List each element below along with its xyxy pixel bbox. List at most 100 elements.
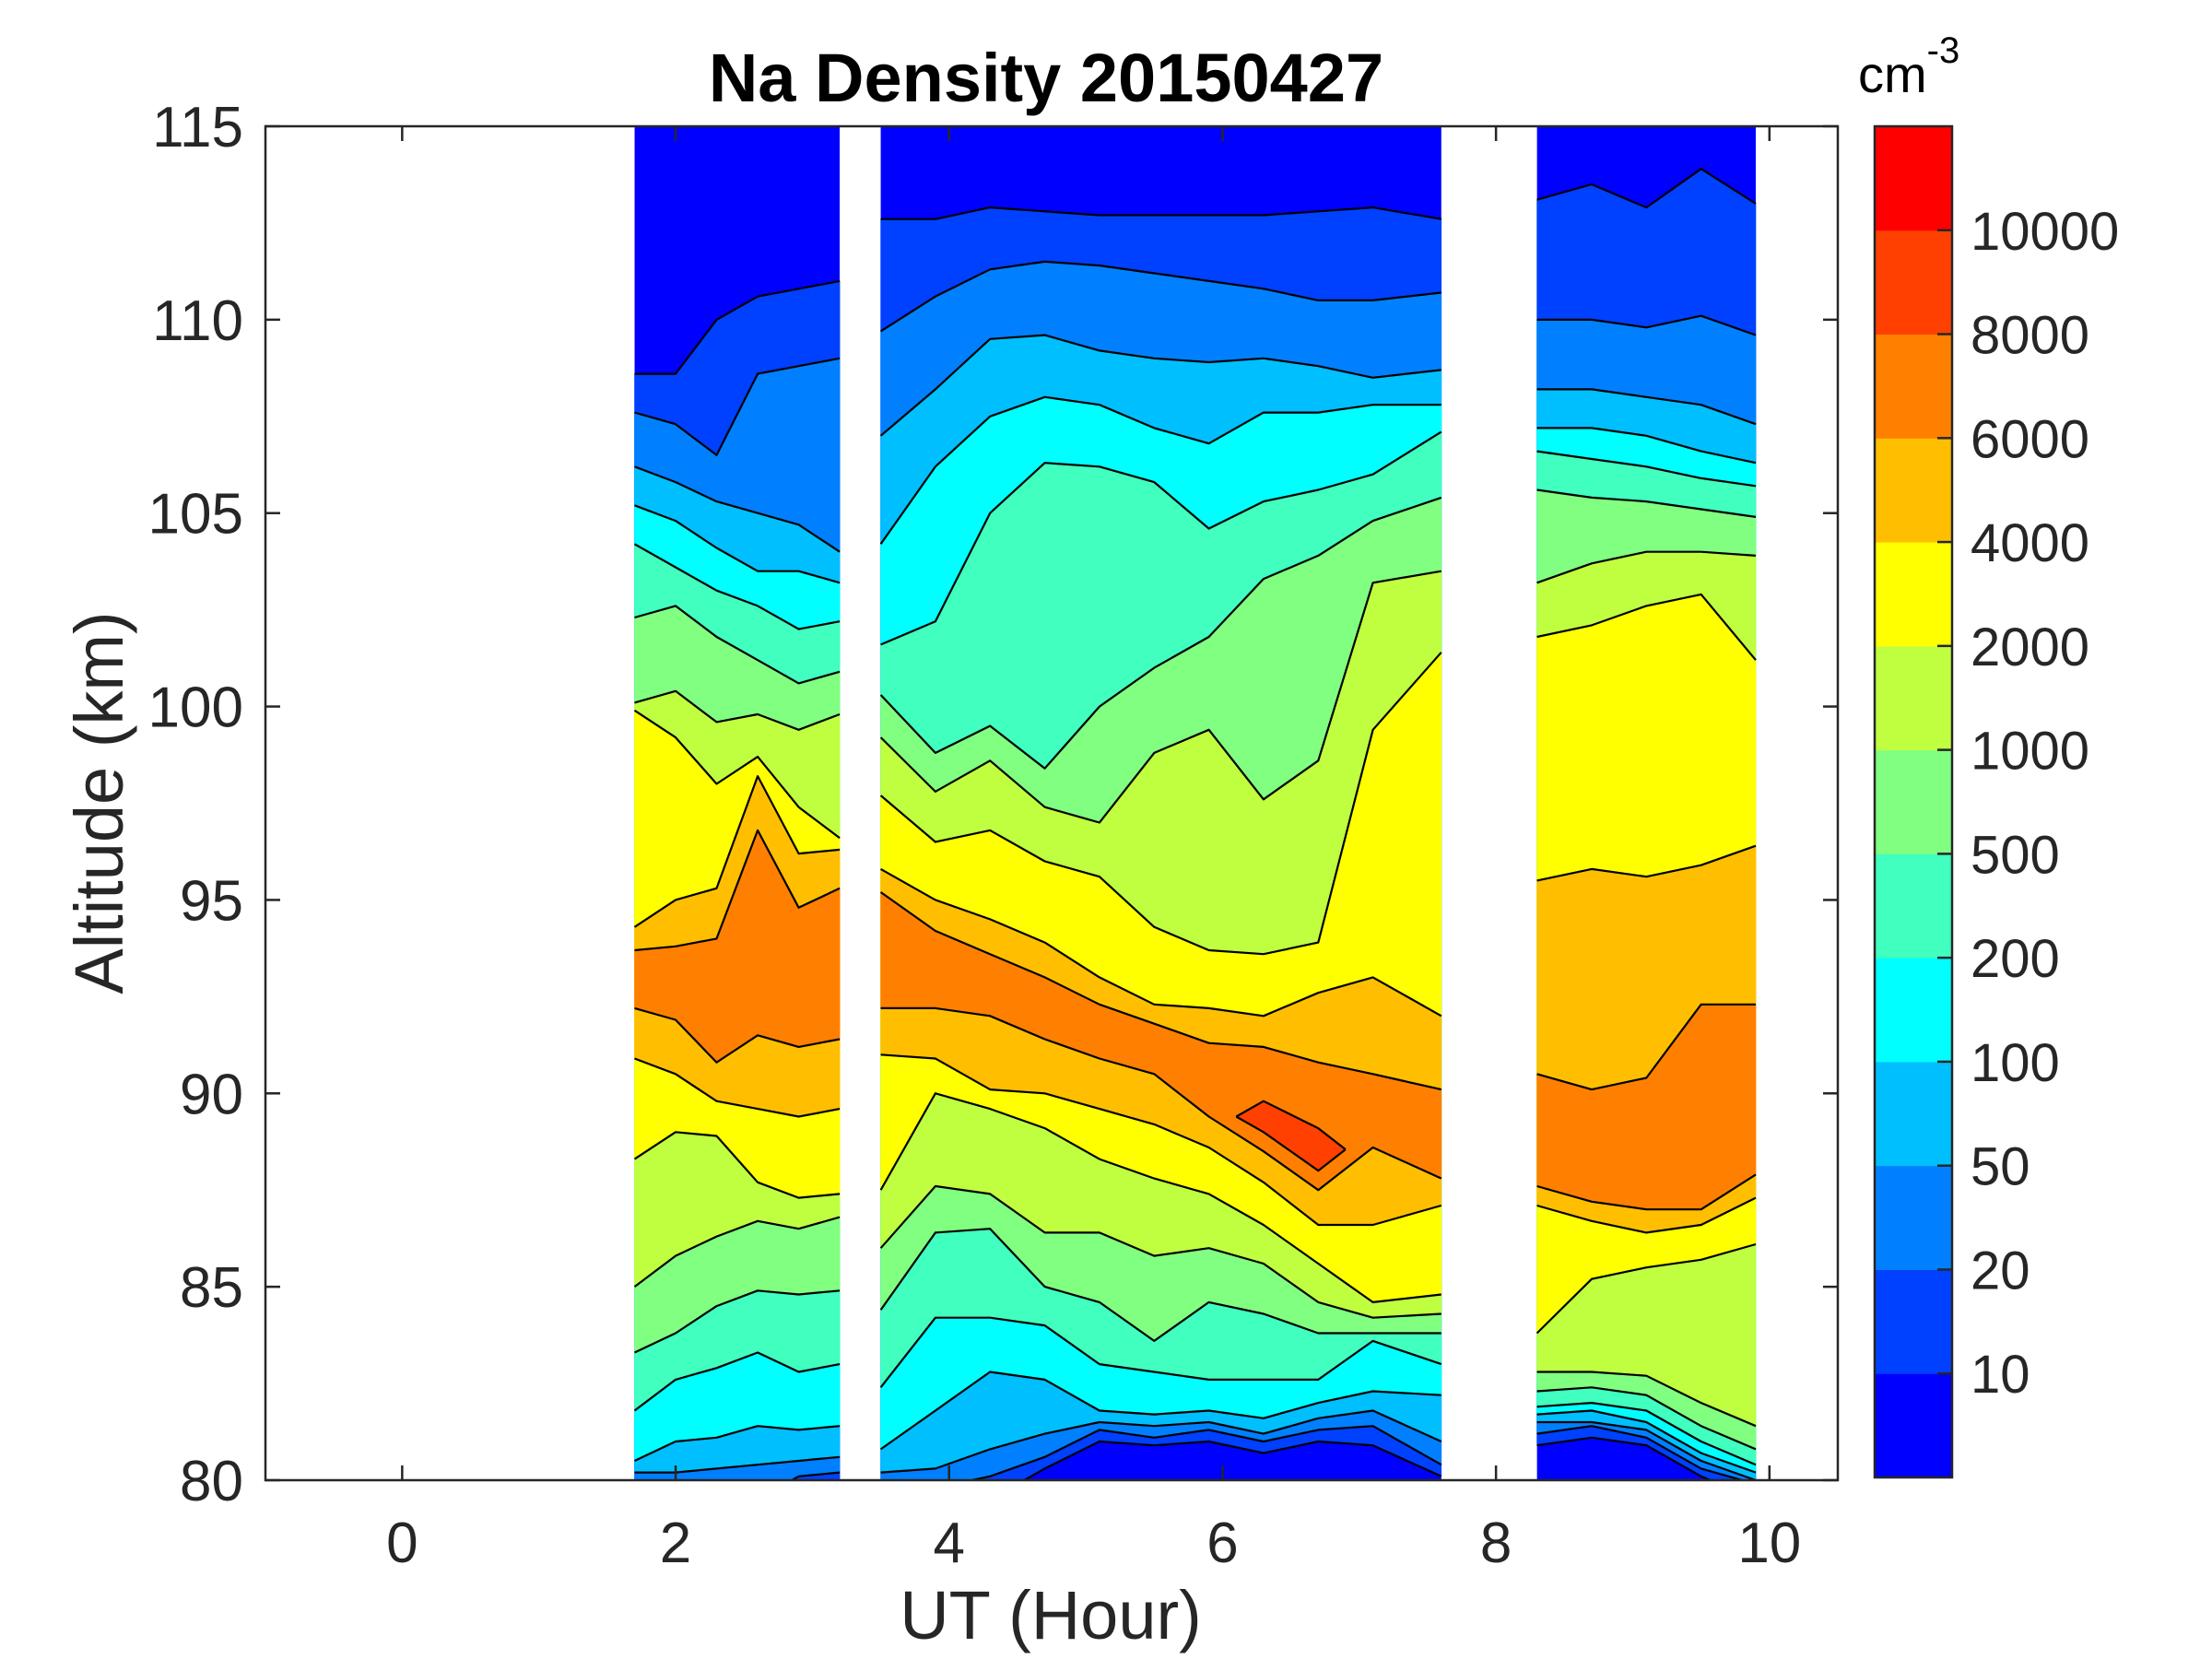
colorbar-tick-label: 1000 (1971, 722, 2089, 782)
contour-line-lower-20 (789, 1471, 841, 1480)
contour-line-upper-2000 (633, 709, 841, 840)
contour-line-upper-50 (634, 465, 841, 553)
contour-line-upper-6000 (879, 891, 1442, 1091)
contour-line-lower-2000 (879, 1092, 1441, 1304)
colorbar-band (1875, 334, 1952, 439)
y-tick-label: 115 (152, 96, 243, 159)
y-tick-label: 110 (152, 289, 243, 353)
contour-line-upper-20 (634, 357, 841, 456)
colorbar-unit-exponent: -3 (1927, 30, 1960, 71)
contour-line-upper-50 (879, 334, 1441, 437)
contour-line-upper-1000 (1536, 550, 1757, 584)
contour-line-upper-500 (879, 496, 1442, 770)
contour-line-upper-20 (1536, 314, 1757, 336)
contour-line-upper-6000 (634, 829, 841, 952)
contour-line-upper-4000 (633, 774, 841, 928)
contour-line-lower-100 (1536, 1409, 1757, 1474)
x-tick-label: 0 (386, 1512, 418, 1575)
contour-line-lower-50 (880, 1409, 1442, 1474)
contour-line-upper-20 (880, 260, 1441, 333)
contour-line-lower-1000 (633, 1216, 841, 1288)
x-tick-label: 8 (1480, 1512, 1512, 1575)
colorbar-tick-label: 4000 (1971, 513, 2089, 573)
colorbar-tick-label: 200 (1971, 929, 2060, 989)
y-tick-label: 105 (148, 483, 243, 547)
contour-line-lower-10 (1022, 1440, 1442, 1480)
colorbar-tick-label: 100 (1971, 1033, 2060, 1093)
x-tick-label: 2 (660, 1512, 691, 1575)
colorbar-ticks (1937, 229, 1952, 1375)
contour-line-upper-4000 (1536, 844, 1757, 882)
contour-line-lower-20 (967, 1425, 1442, 1480)
colorbar-tick-label: 500 (1971, 825, 2060, 885)
contour-line-upper-500 (634, 605, 841, 685)
contour-line-lower-2000 (1535, 1242, 1757, 1335)
contour-line-lower-4000 (1536, 1196, 1757, 1234)
contour-line-lower-200 (633, 1351, 841, 1412)
contour-line-lower-50 (634, 1455, 841, 1474)
contour-line-lower-20 (1536, 1425, 1747, 1480)
contour-fills (634, 126, 1757, 1480)
colorbar-band (1875, 1373, 1952, 1478)
contour-line-lower-6000 (1536, 1173, 1757, 1211)
colorbar-tick-label: 10000 (1971, 202, 2119, 262)
colorbar-band (1875, 1269, 1952, 1374)
contour-line-lower-100 (634, 1425, 841, 1462)
x-tick-label: 6 (1206, 1512, 1238, 1575)
y-axis-label: Altitude (km) (61, 611, 137, 994)
colorbar-band (1875, 126, 1952, 231)
colorbar-band (1875, 1165, 1952, 1270)
contour-line-lower-500 (1536, 1386, 1757, 1451)
colorbar-tick-label: 20 (1971, 1241, 2030, 1300)
x-tick-label: 10 (1737, 1512, 1801, 1575)
contour-line-lower-200 (879, 1316, 1442, 1388)
y-tick-labels: 80 85 90 95 100 105 110 115 (148, 96, 243, 1513)
contour-line-lower-50 (1536, 1420, 1757, 1480)
colorbar-band (1875, 229, 1952, 335)
contour-line-upper-200 (633, 543, 841, 630)
contour-line-lower-200 (1536, 1401, 1757, 1466)
colorbar-band (1875, 1061, 1952, 1167)
contour-line-upper-200 (1536, 450, 1757, 488)
y-tick-label: 85 (180, 1256, 243, 1320)
colorbar-band (1875, 749, 1952, 854)
colorbar: 10 20 50 100 200 500 1000 2000 4000 6000 8000 10000… (1858, 30, 2119, 1479)
contour-lines (633, 168, 1757, 1480)
colorbar-band (1875, 853, 1952, 959)
colorbar-tick-label: 2000 (1971, 618, 2089, 677)
y-tick-label: 80 (180, 1450, 243, 1513)
contour-line-upper-100 (1536, 427, 1757, 465)
contour-line-lower-1000 (879, 1184, 1441, 1319)
y-tick-label: 100 (148, 677, 243, 740)
colorbar-tick-label: 50 (1971, 1137, 2030, 1197)
x-tick-label: 4 (933, 1512, 964, 1575)
colorbar-band (1875, 542, 1952, 647)
x-axis-label: UT (Hour) (900, 1577, 1202, 1653)
colorbar-tick-label: 6000 (1971, 409, 2089, 469)
contour-line-upper-6000 (1536, 1003, 1756, 1091)
contour-line-upper-10 (634, 279, 841, 375)
contour-line-lower-6000 (880, 1006, 1442, 1192)
contour-line-upper-10 (880, 206, 1441, 220)
contour-line-upper-100 (634, 504, 841, 584)
contour-line-upper-10 (1536, 168, 1757, 209)
chart-title: Na Density 20150427 (709, 40, 1383, 116)
colorbar-tick-label: 8000 (1971, 306, 2089, 366)
x-tick-labels: 0 2 4 6 8 10 (386, 1512, 1801, 1575)
contour-line-lower-4000 (634, 1057, 841, 1118)
colorbar-band (1875, 438, 1952, 543)
contour-line-lower-1000 (1536, 1371, 1757, 1428)
contour-line-upper-8000 (1235, 1100, 1347, 1150)
colorbar-frame (1873, 124, 1954, 1479)
contour-line-lower-6000 (634, 1006, 841, 1064)
contour-line-upper-100 (879, 395, 1441, 545)
colorbar-tick-label: 10 (1971, 1345, 2030, 1405)
colorbar-labels: 10 20 50 100 200 500 1000 2000 4000 6000 8000 10000 (1971, 202, 2119, 1405)
contour-line-lower-10 (1536, 1436, 1713, 1480)
y-tick-label: 90 (180, 1063, 243, 1126)
contour-line-upper-2000 (879, 652, 1442, 956)
contour-line-lower-2000 (633, 1131, 841, 1199)
contour-line-upper-4000 (880, 867, 1442, 1018)
contour-line-lower-8000 (1235, 1115, 1347, 1172)
